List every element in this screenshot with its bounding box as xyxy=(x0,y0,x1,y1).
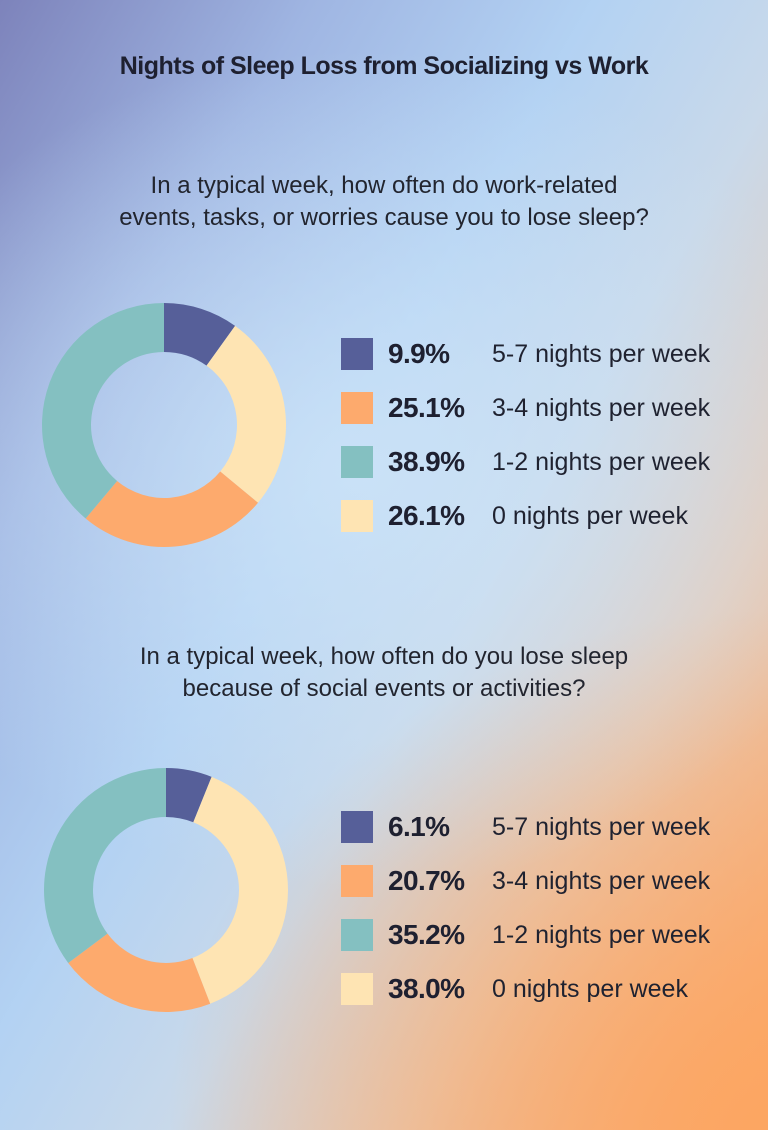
legend-label: 0 nights per week xyxy=(492,974,688,1003)
legend-label: 3-4 nights per week xyxy=(492,393,711,422)
legend-swatch xyxy=(341,500,373,532)
legend-item: 20.7% 3-4 nights per week xyxy=(341,854,710,908)
work-question-line-2: events, tasks, or worries cause you to l… xyxy=(119,204,649,231)
donut-segment-1-2 xyxy=(41,303,164,519)
legend-label: 3-4 nights per week xyxy=(492,866,711,895)
legend-item: 25.1% 3-4 nights per week xyxy=(341,381,710,435)
donut-segment-5-7 xyxy=(166,768,212,823)
legend-percent: 20.7% xyxy=(388,865,465,896)
legend-percent: 38.9% xyxy=(388,446,465,477)
legend-swatch xyxy=(341,811,373,843)
social-donut-chart xyxy=(44,768,288,1012)
legend-item: 38.9% 1-2 nights per week xyxy=(341,435,710,489)
legend-percent: 9.9% xyxy=(388,338,450,369)
legend-percent: 6.1% xyxy=(388,811,450,842)
work-legend: 9.9% 5-7 nights per week 25.1% 3-4 night… xyxy=(341,327,710,543)
social-question-line-1: In a typical week, how often do you lose… xyxy=(139,643,629,670)
work-donut-chart xyxy=(41,303,286,547)
work-question: In a typical week, how often do work-rel… xyxy=(0,170,768,234)
legend-label: 1-2 nights per week xyxy=(492,920,711,949)
legend-swatch xyxy=(341,392,373,424)
legend-swatch xyxy=(341,865,373,897)
legend-swatch xyxy=(341,973,373,1005)
legend-label: 1-2 nights per week xyxy=(492,447,711,476)
legend-percent: 38.0% xyxy=(388,973,465,1004)
work-question-line-1: In a typical week, how often do work-rel… xyxy=(150,172,618,199)
legend-item: 26.1% 0 nights per week xyxy=(341,489,710,543)
legend-label: 0 nights per week xyxy=(492,501,688,530)
legend-swatch xyxy=(341,446,373,478)
social-question: In a typical week, how often do you lose… xyxy=(0,641,768,705)
legend-item: 35.2% 1-2 nights per week xyxy=(341,908,710,962)
legend-label: 5-7 nights per week xyxy=(492,339,711,368)
donut-segment-3-4 xyxy=(85,471,259,547)
donut-segment-0 xyxy=(192,776,288,1004)
legend-swatch xyxy=(341,338,373,370)
legend-swatch xyxy=(341,919,373,951)
donut-segment-1-2 xyxy=(44,768,166,963)
legend-item: 9.9% 5-7 nights per week xyxy=(341,327,710,381)
legend-percent: 26.1% xyxy=(388,500,465,531)
donut-segment-0 xyxy=(206,325,286,503)
donut-segment-5-7 xyxy=(164,303,236,366)
legend-item: 6.1% 5-7 nights per week xyxy=(341,800,710,854)
legend-label: 5-7 nights per week xyxy=(492,812,711,841)
social-question-line-2: because of social events or activities? xyxy=(182,675,586,702)
legend-percent: 25.1% xyxy=(388,392,465,423)
social-legend: 6.1% 5-7 nights per week 20.7% 3-4 night… xyxy=(341,800,710,1016)
page-title: Nights of Sleep Loss from Socializing vs… xyxy=(119,52,649,80)
donut-segment-3-4 xyxy=(68,933,211,1012)
legend-item: 38.0% 0 nights per week xyxy=(341,962,710,1016)
legend-percent: 35.2% xyxy=(388,919,465,950)
